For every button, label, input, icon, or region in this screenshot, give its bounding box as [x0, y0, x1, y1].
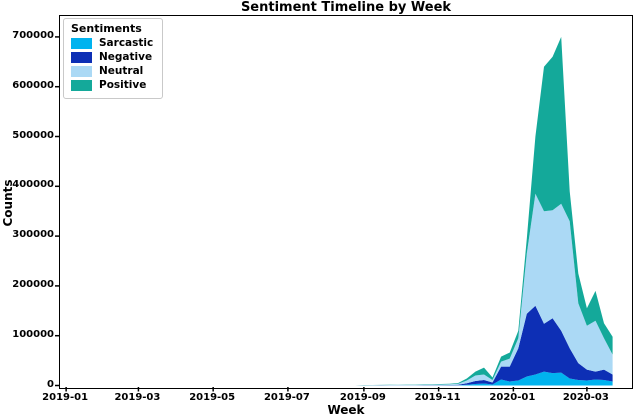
y-tick-label: 600000: [12, 79, 54, 91]
stacked-area-canvas: [55, 36, 613, 392]
legend-item-negative: Negative: [71, 51, 153, 63]
area-negative: [72, 305, 613, 386]
legend-label: Negative: [99, 51, 153, 63]
legend-label: Neutral: [99, 65, 144, 77]
y-tick-label: 0: [47, 378, 54, 390]
x-tick-label: 2019-07: [263, 392, 310, 403]
legend-label: Positive: [99, 79, 147, 91]
legend: Sentiments Sarcastic Negative Neutral Po…: [63, 18, 164, 99]
legend-item-neutral: Neutral: [71, 65, 153, 77]
neutral-swatch-icon: [71, 65, 92, 77]
x-tick-label: 2020-01: [489, 392, 536, 403]
y-tick-label: 400000: [12, 179, 54, 191]
positive-swatch-icon: [71, 79, 92, 91]
y-tick-label: 500000: [12, 129, 54, 141]
y-tick-label: 300000: [12, 229, 54, 241]
x-tick-label: 2019-11: [414, 392, 461, 403]
y-tick-label: 700000: [12, 29, 54, 41]
sarcastic-swatch-icon: [71, 37, 92, 49]
x-axis-label: Week: [327, 403, 365, 417]
y-tick-label: 100000: [12, 328, 54, 340]
area-sarcastic: [72, 371, 613, 386]
legend-item-sarcastic: Sarcastic: [71, 37, 153, 49]
chart-title: Sentiment Timeline by Week: [240, 0, 452, 15]
y-tick-label: 200000: [12, 278, 54, 290]
x-tick-label: 2019-01: [42, 392, 89, 403]
legend-title: Sentiments: [71, 22, 142, 35]
x-tick-label: 2020-03: [562, 392, 609, 403]
y-axis-label: Counts: [1, 179, 15, 227]
area-positive: [72, 36, 613, 386]
legend-label: Sarcastic: [99, 37, 154, 49]
legend-item-positive: Positive: [71, 79, 153, 91]
x-tick-label: 2019-03: [114, 392, 161, 403]
x-tick-label: 2019-05: [189, 392, 236, 403]
negative-swatch-icon: [71, 51, 92, 63]
x-tick-label: 2019-09: [339, 392, 386, 403]
area-neutral: [72, 193, 613, 386]
